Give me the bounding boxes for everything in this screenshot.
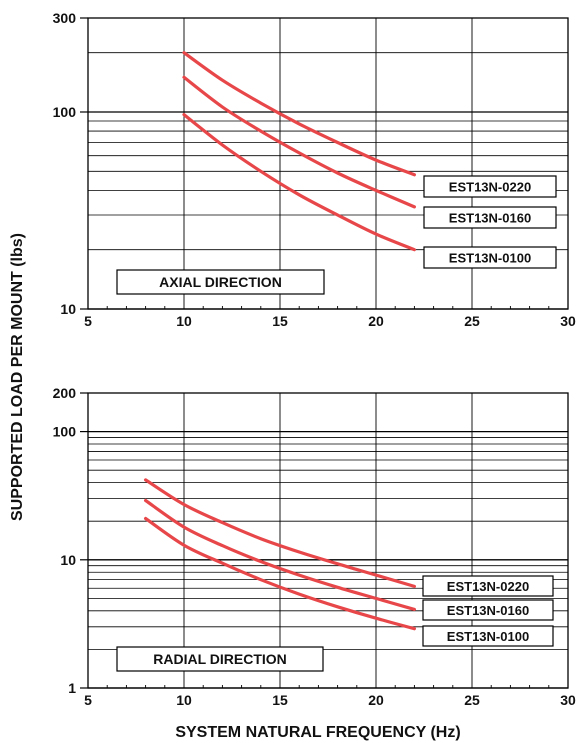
y-tick-label: 10 [60,552,76,568]
legend-box [422,599,554,621]
radial-direction-label: RADIAL DIRECTION [116,646,324,672]
legend-entry: EST13N-0100 [422,625,554,647]
series-line-est13n-0160 [144,498,416,611]
legend-entry: EST13N-0160 [422,599,554,621]
legend-label: EST13N-0100 [449,251,531,266]
x-tick-label: 20 [368,692,384,708]
legend-entry: EST13N-0100 [423,246,557,269]
legend-entry: EST13N-0220 [423,175,557,198]
direction-label-text: RADIAL DIRECTION [153,651,287,667]
series-line-est13n-0220 [182,51,416,177]
y-tick-label: 100 [53,104,77,120]
axial-direction-label: AXIAL DIRECTION [116,269,325,295]
x-axis-title: SYSTEM NATURAL FREQUENCY (Hz) [175,724,460,741]
direction-label-text: AXIAL DIRECTION [159,274,282,290]
y-tick-label: 300 [53,10,77,26]
y-tick-label: 100 [53,424,77,440]
legend-box [423,246,557,269]
x-tick-label: 15 [272,313,288,329]
y-axis-title: SUPPORTED LOAD PER MOUNT (lbs) [9,233,26,521]
legend-label: EST13N-0160 [447,603,529,618]
legend-label: EST13N-0100 [447,629,529,644]
y-tick-label: 10 [60,301,76,317]
legend-label: EST13N-0220 [447,579,529,594]
x-tick-label: 10 [176,692,192,708]
x-tick-label: 30 [560,692,576,708]
plot-frame [87,392,569,689]
x-tick-label: 15 [272,692,288,708]
legend-entry: EST13N-0160 [423,206,557,229]
x-tick-label: 5 [84,692,92,708]
series-line-est13n-0220 [144,478,416,588]
legend-box [423,175,557,198]
x-tick-label: 20 [368,313,384,329]
x-tick-label: 25 [464,692,480,708]
x-tick-label: 25 [464,313,480,329]
direction-label-box [116,646,324,672]
series-line-est13n-0160 [182,75,416,209]
axial-chart-panel: 5 10 15 20 25 30 10 100 300 EST13N-0220 EST13N-016… [53,10,576,329]
y-tick-label: 1 [68,680,76,696]
direction-label-box [116,269,325,295]
x-tick-label: 10 [176,313,192,329]
series-line-est13n-0100 [182,113,416,252]
legend-entry: EST13N-0220 [422,575,554,597]
legend-box [423,206,557,229]
radial-chart-panel: 5 10 15 20 25 30 1 10 100 200 EST13N-0220 EST13N-01… [53,385,576,708]
legend-label: EST13N-0220 [449,180,531,195]
legend-box [422,625,554,647]
y-tick-label: 200 [53,385,77,401]
x-tick-label: 30 [560,313,576,329]
legend-box [422,575,554,597]
series-line-est13n-0100 [144,516,416,631]
legend-label: EST13N-0160 [449,211,531,226]
x-tick-label: 5 [84,313,92,329]
plot-frame [87,17,569,310]
